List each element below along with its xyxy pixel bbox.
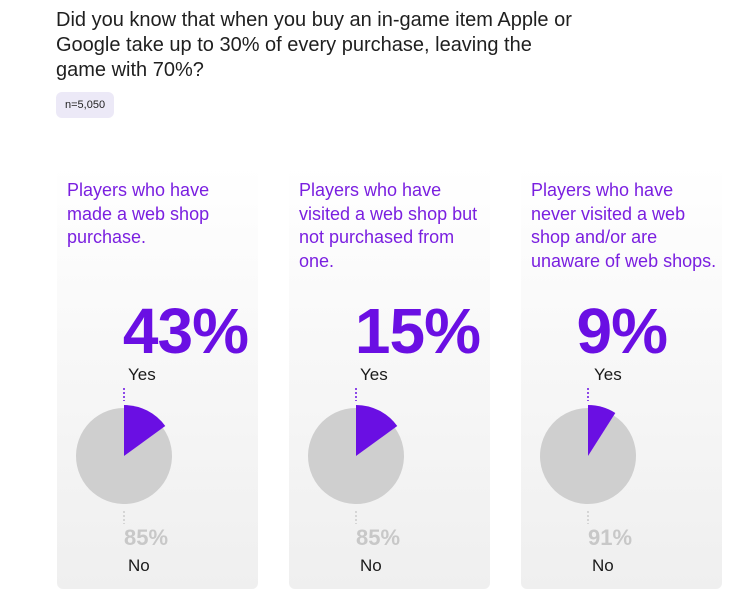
yes-label: Yes [360, 365, 388, 384]
yes-slice [356, 405, 398, 456]
card-web-shop-purchasers: Players who have made a web shop purchas… [57, 165, 258, 589]
no-label: No [592, 556, 614, 575]
pie-chart [540, 388, 637, 524]
no-percentage: 85% [124, 525, 169, 550]
no-percentage: 91% [588, 525, 633, 550]
yes-label: Yes [128, 365, 156, 384]
big-percentage: 15% [354, 295, 481, 367]
big-percentage: 9% [576, 295, 668, 367]
card-web-shop-unaware: Players who have never visited a web sho… [521, 165, 722, 589]
chart-question-title: Did you know that when you buy an in-gam… [56, 9, 572, 81]
card-label: Players who have never visited a web sho… [531, 180, 717, 271]
no-label: No [128, 556, 150, 575]
card-web-shop-visitors: Players who have visited a web shop but … [289, 165, 490, 589]
yes-label: Yes [594, 365, 622, 384]
pie-chart [75, 388, 172, 524]
no-label: No [360, 556, 382, 575]
no-percentage: 85% [356, 525, 401, 550]
card-label: Players who have visited a web shop but … [299, 180, 478, 271]
no-slice [307, 408, 404, 505]
no-slice [75, 408, 172, 505]
yes-slice [588, 405, 616, 456]
pie-chart [307, 388, 404, 524]
sample-size-badge: n=5,050 [56, 92, 115, 118]
yes-slice [124, 405, 166, 456]
no-slice [540, 408, 637, 504]
big-percentage: 43% [122, 295, 249, 367]
card-label: Players who have made a web shop purchas… [67, 180, 210, 247]
